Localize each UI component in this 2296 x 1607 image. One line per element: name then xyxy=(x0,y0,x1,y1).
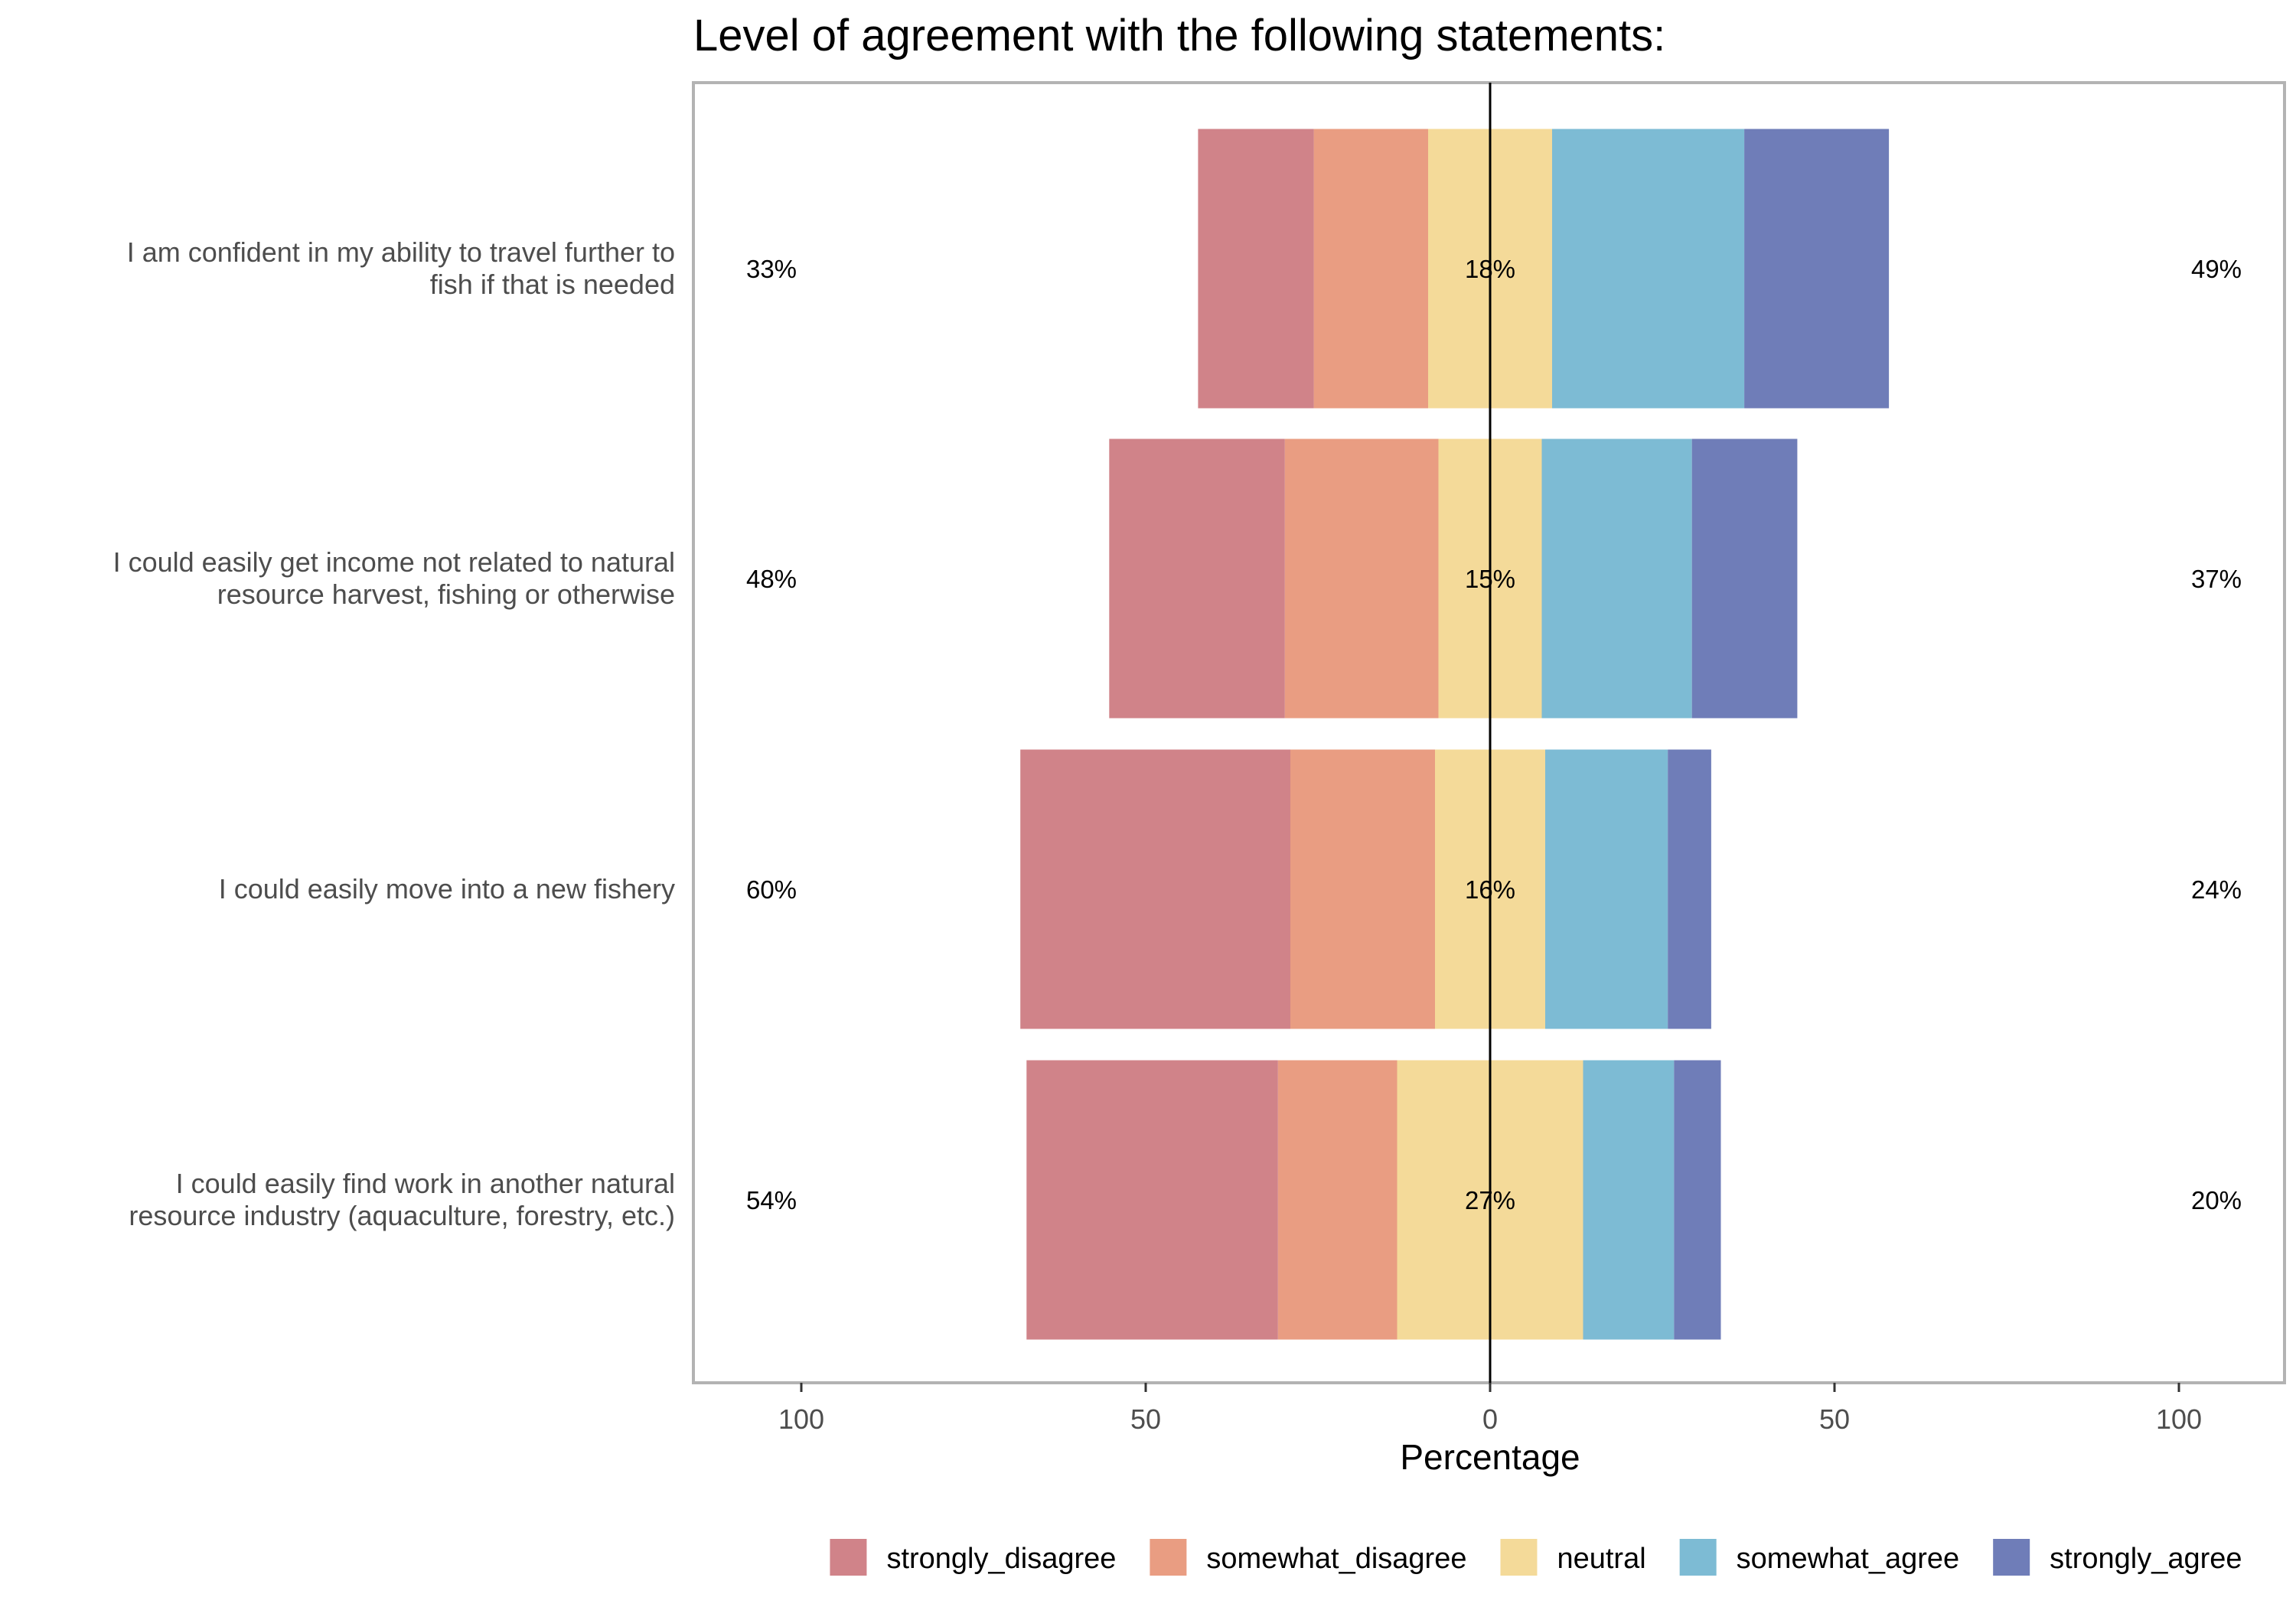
bar-somewhat-disagree-row-4 xyxy=(1277,1060,1397,1340)
agree-percent-label: 49% xyxy=(2191,255,2242,283)
category-label-row-4: I could easily find work in another natu… xyxy=(176,1168,675,1199)
x-axis-ticks: 100 50 0 50 100 xyxy=(778,1383,2202,1435)
bar-somewhat-agree-row-4 xyxy=(1583,1060,1675,1340)
bar-strongly-agree-row-3 xyxy=(1668,749,1711,1029)
bar-strongly-disagree-row-3 xyxy=(1020,749,1290,1029)
legend-key-neutral xyxy=(1500,1539,1538,1576)
bar-strongly-agree-row-4 xyxy=(1674,1060,1721,1340)
bar-strongly-agree-row-1 xyxy=(1744,129,1890,409)
neutral-percent-label: 27% xyxy=(1465,1186,1515,1214)
legend-key-strongly-agree xyxy=(1993,1539,2030,1576)
legend: strongly_disagree somewhat_disagree neutra… xyxy=(830,1539,2242,1576)
bar-somewhat-disagree-row-3 xyxy=(1290,749,1435,1029)
category-label-row-3: I could easily move into a new fishery xyxy=(219,873,675,905)
bar-strongly-disagree-row-4 xyxy=(1026,1060,1278,1340)
legend-key-somewhat-disagree xyxy=(1150,1539,1187,1576)
bar-strongly-disagree-row-1 xyxy=(1198,129,1314,409)
category-label-row-2: resource harvest, fishing or otherwise xyxy=(217,579,675,610)
legend-label-strongly-agree: strongly_agree xyxy=(2050,1543,2242,1575)
neutral-percent-label: 16% xyxy=(1465,875,1515,904)
bar-somewhat-agree-row-1 xyxy=(1552,129,1745,409)
bar-strongly-disagree-row-2 xyxy=(1109,438,1285,719)
neutral-percent-label: 18% xyxy=(1465,255,1515,283)
bar-somewhat-agree-row-2 xyxy=(1541,438,1692,719)
agree-percent-label: 24% xyxy=(2191,875,2242,904)
legend-key-strongly-disagree xyxy=(830,1539,867,1576)
legend-label-strongly-disagree: strongly_disagree xyxy=(886,1543,1116,1575)
category-label-row-1: fish if that is needed xyxy=(430,269,675,300)
x-tick-label: 50 xyxy=(1819,1403,1850,1435)
agree-percent-label: 20% xyxy=(2191,1186,2242,1214)
x-tick-label: 50 xyxy=(1130,1403,1161,1435)
category-label-row-2: I could easily get income not related to… xyxy=(113,546,675,578)
agree-percent-label: 37% xyxy=(2191,565,2242,593)
bar-somewhat-agree-row-3 xyxy=(1545,749,1668,1029)
bar-somewhat-disagree-row-1 xyxy=(1313,129,1428,409)
x-tick-label: 0 xyxy=(1482,1403,1498,1435)
neutral-percent-label: 15% xyxy=(1465,565,1515,593)
legend-label-somewhat-disagree: somewhat_disagree xyxy=(1206,1543,1466,1575)
percent-labels: 33% 18% 49% 48% 15% 37% 60% 16% 24% 54% 27% 20% xyxy=(746,255,2242,1214)
x-tick-label: 100 xyxy=(2156,1403,2202,1435)
disagree-percent-label: 54% xyxy=(746,1186,797,1214)
bar-strongly-agree-row-2 xyxy=(1691,438,1798,719)
x-tick-label: 100 xyxy=(778,1403,824,1435)
legend-label-neutral: neutral xyxy=(1557,1543,1645,1575)
disagree-percent-label: 48% xyxy=(746,565,797,593)
disagree-percent-label: 60% xyxy=(746,875,797,904)
chart-title: Level of agreement with the following st… xyxy=(693,11,1665,60)
legend-key-somewhat-agree xyxy=(1679,1539,1717,1576)
category-label-row-1: I am confident in my ability to travel f… xyxy=(127,236,675,268)
disagree-percent-label: 33% xyxy=(746,255,797,283)
category-label-row-4: resource industry (aquaculture, forestry… xyxy=(129,1200,675,1231)
x-axis-title: Percentage xyxy=(1400,1437,1580,1477)
bar-somewhat-disagree-row-2 xyxy=(1284,438,1439,719)
legend-label-somewhat-agree: somewhat_agree xyxy=(1737,1543,1960,1575)
y-axis-labels: I am confident in my ability to travel f… xyxy=(113,236,675,1231)
